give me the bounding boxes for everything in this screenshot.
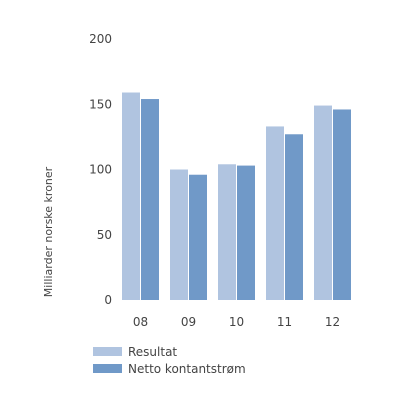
x-tick-label-12: 12 bbox=[325, 315, 340, 329]
legend-swatch-netto-kontantstrom bbox=[93, 364, 122, 373]
bar-08-series-1 bbox=[122, 92, 140, 300]
x-tick-label-09: 09 bbox=[181, 315, 196, 329]
legend-swatch-resultat bbox=[93, 347, 122, 356]
y-tick-label: 0 bbox=[104, 293, 112, 307]
bar-09-series-1 bbox=[170, 169, 188, 300]
legend-item-netto-kontantstrom: Netto kontantstrøm bbox=[93, 360, 246, 377]
bar-10-series-2 bbox=[237, 165, 255, 300]
x-tick-label-10: 10 bbox=[229, 315, 244, 329]
bar-08-series-2 bbox=[141, 99, 159, 300]
y-tick-label: 50 bbox=[97, 228, 112, 242]
bars bbox=[122, 92, 351, 301]
bar-11-series-1 bbox=[266, 126, 284, 300]
bar-12-series-2 bbox=[333, 109, 351, 300]
y-axis-label: Milliarder norske kroner bbox=[42, 166, 55, 297]
y-axis-ticks: 0 50 100 150 200 bbox=[89, 32, 112, 307]
bar-09-series-2 bbox=[189, 174, 207, 300]
legend-item-resultat: Resultat bbox=[93, 343, 246, 360]
legend: Resultat Netto kontantstrøm bbox=[93, 343, 246, 377]
y-tick-label: 100 bbox=[89, 163, 112, 177]
x-tick-label-08: 08 bbox=[133, 315, 148, 329]
bar-10-series-1 bbox=[218, 164, 236, 300]
legend-label-resultat: Resultat bbox=[128, 344, 178, 359]
y-tick-label: 150 bbox=[89, 97, 112, 111]
x-tick-label-11: 11 bbox=[277, 315, 292, 329]
bar-11-series-2 bbox=[285, 134, 303, 300]
bar-12-series-1 bbox=[314, 105, 332, 301]
legend-label-netto-kontantstrom: Netto kontantstrøm bbox=[128, 361, 246, 376]
x-axis-ticks: 08 09 10 11 12 bbox=[133, 315, 340, 329]
y-tick-label: 200 bbox=[89, 32, 112, 46]
